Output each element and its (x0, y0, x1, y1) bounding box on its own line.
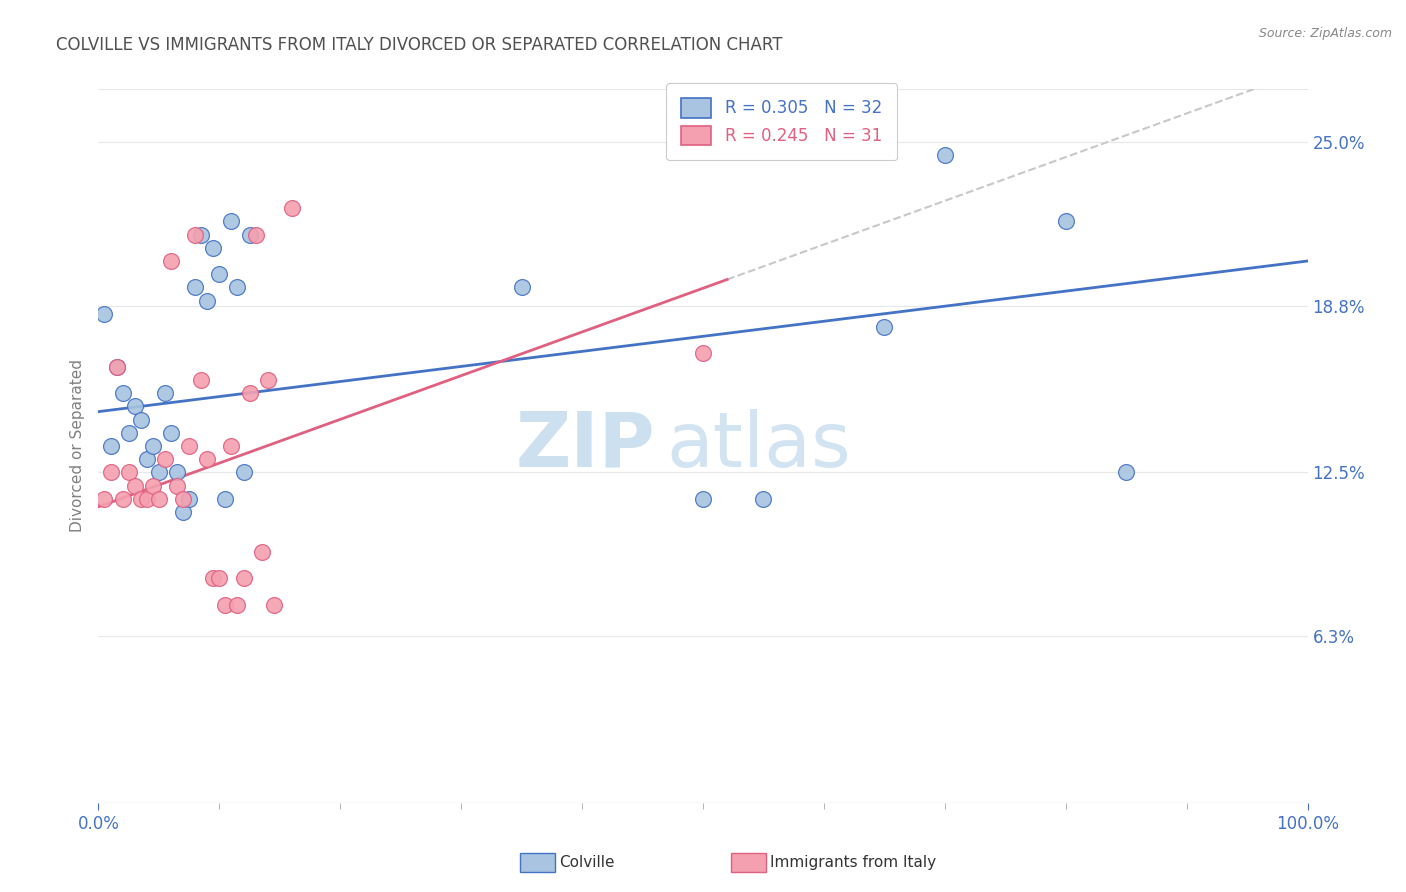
Point (160, 425, 183, 440)
Point (148, 491, 170, 506)
Text: Source: ZipAtlas.com: Source: ZipAtlas.com (1258, 27, 1392, 40)
Point (124, 478, 146, 492)
Point (142, 439, 165, 453)
Point (752, 491, 775, 506)
Point (142, 478, 165, 492)
Point (195, 452, 218, 467)
Point (100, 439, 122, 453)
Point (221, 214, 243, 228)
Point (232, 571, 254, 585)
Point (692, 491, 714, 506)
Point (129, 491, 152, 506)
Point (214, 491, 236, 506)
Point (105, 359, 128, 374)
Legend: R = 0.305   N = 32, R = 0.245   N = 31: R = 0.305 N = 32, R = 0.245 N = 31 (666, 83, 897, 160)
Point (153, 386, 176, 401)
Point (202, 571, 225, 585)
Point (105, 359, 128, 374)
Point (172, 505, 194, 519)
Point (245, 227, 267, 242)
Point (214, 598, 236, 612)
Point (208, 571, 231, 585)
Point (195, 293, 218, 308)
Point (172, 491, 194, 506)
Point (281, 201, 304, 215)
Text: ZIP: ZIP (515, 409, 655, 483)
Point (256, 373, 278, 387)
Point (93, 491, 115, 506)
Point (873, 320, 896, 334)
Point (934, 148, 956, 162)
Point (190, 227, 212, 242)
Point (135, 452, 157, 467)
Point (1115, 466, 1137, 480)
Point (124, 400, 146, 414)
Point (153, 452, 176, 467)
Point (179, 491, 201, 506)
Point (93, 307, 115, 321)
Point (160, 254, 183, 268)
Text: Colville: Colville (560, 855, 614, 870)
Point (148, 466, 170, 480)
Y-axis label: Divorced or Separated: Divorced or Separated (70, 359, 86, 533)
Point (118, 466, 141, 480)
Point (232, 466, 254, 480)
Point (239, 386, 262, 401)
Point (250, 545, 273, 559)
Point (166, 478, 188, 492)
Point (239, 227, 262, 242)
Text: Immigrants from Italy: Immigrants from Italy (770, 855, 936, 870)
Point (226, 280, 249, 294)
Point (179, 439, 201, 453)
Point (129, 412, 152, 426)
Point (1054, 214, 1077, 228)
Point (184, 280, 207, 294)
Point (118, 425, 141, 440)
Point (221, 439, 243, 453)
Point (190, 373, 212, 387)
Point (226, 598, 249, 612)
Point (166, 466, 188, 480)
Point (111, 386, 134, 401)
Point (510, 280, 533, 294)
Point (100, 466, 122, 480)
Point (184, 227, 207, 242)
Point (692, 346, 714, 360)
Text: atlas: atlas (666, 409, 852, 483)
Point (202, 241, 225, 255)
Text: COLVILLE VS IMMIGRANTS FROM ITALY DIVORCED OR SEPARATED CORRELATION CHART: COLVILLE VS IMMIGRANTS FROM ITALY DIVORC… (56, 36, 783, 54)
Point (111, 491, 134, 506)
Point (135, 491, 157, 506)
Point (263, 598, 285, 612)
Point (208, 267, 231, 281)
